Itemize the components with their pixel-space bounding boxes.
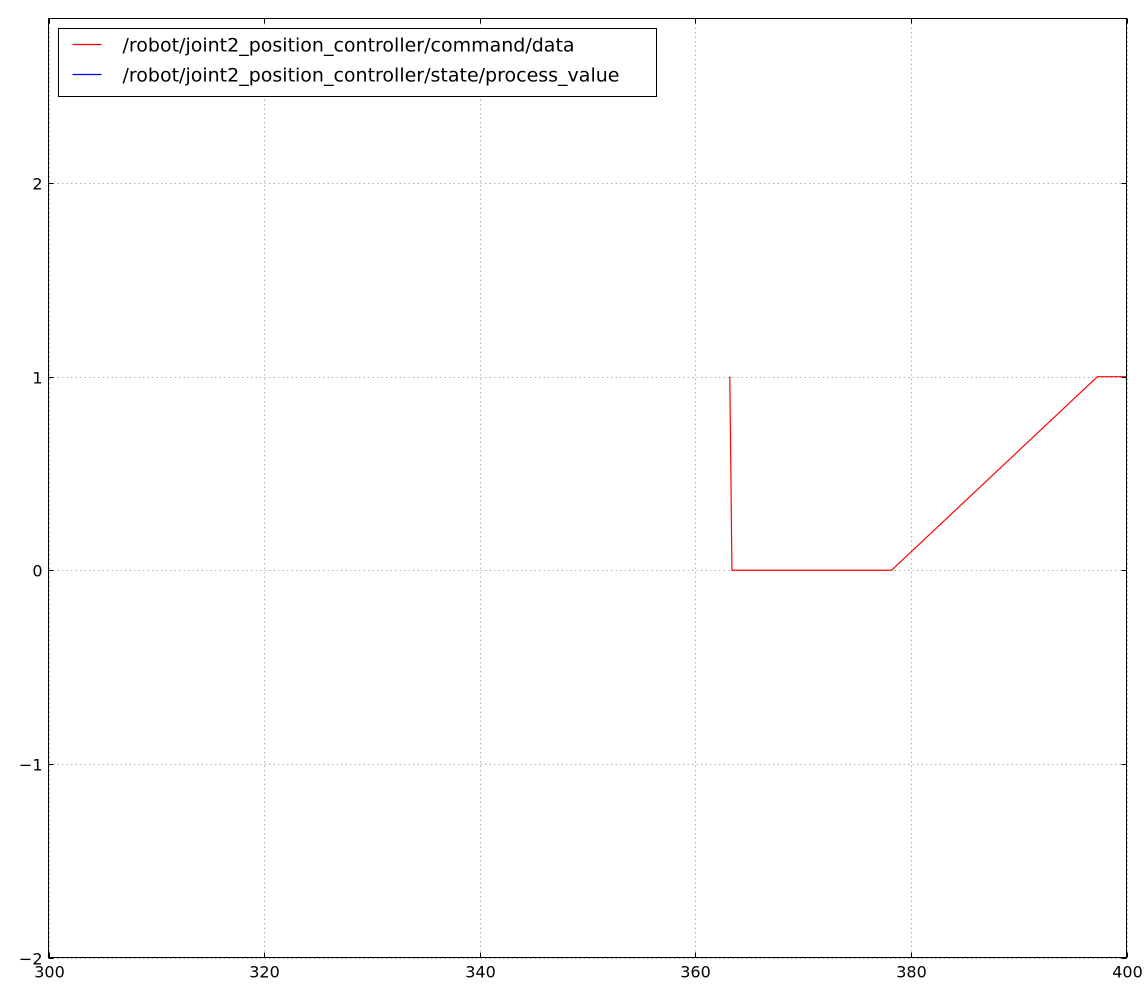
y-tick-label: −2: [19, 950, 43, 969]
legend-label: /robot/joint2_position_controller/state/…: [123, 65, 620, 87]
x-tick-label: 380: [896, 963, 927, 982]
y-tick-label: 2: [32, 175, 42, 194]
legend-label: /robot/joint2_position_controller/comman…: [123, 35, 575, 57]
y-tick-label: −1: [19, 756, 43, 775]
plot-frame: [48, 18, 1127, 958]
x-tick-label: 360: [680, 963, 711, 982]
y-tick-label: 0: [32, 562, 42, 581]
x-tick-label: 400: [1112, 963, 1143, 982]
grid-lines: [48, 18, 1128, 959]
x-tick-label: 300: [34, 963, 65, 982]
x-tick-label: 320: [249, 963, 280, 982]
x-tick-label: 340: [465, 963, 496, 982]
series-line-0: [729, 376, 1127, 571]
legend-box: [58, 28, 657, 97]
y-tick-label: 1: [32, 369, 42, 388]
axis-ticks: 300 320 340 360 380 400 −2 −1 0 1 2: [19, 18, 1143, 982]
plot-series: [729, 376, 1127, 571]
legend: /robot/joint2_position_controller/comman…: [58, 28, 657, 97]
